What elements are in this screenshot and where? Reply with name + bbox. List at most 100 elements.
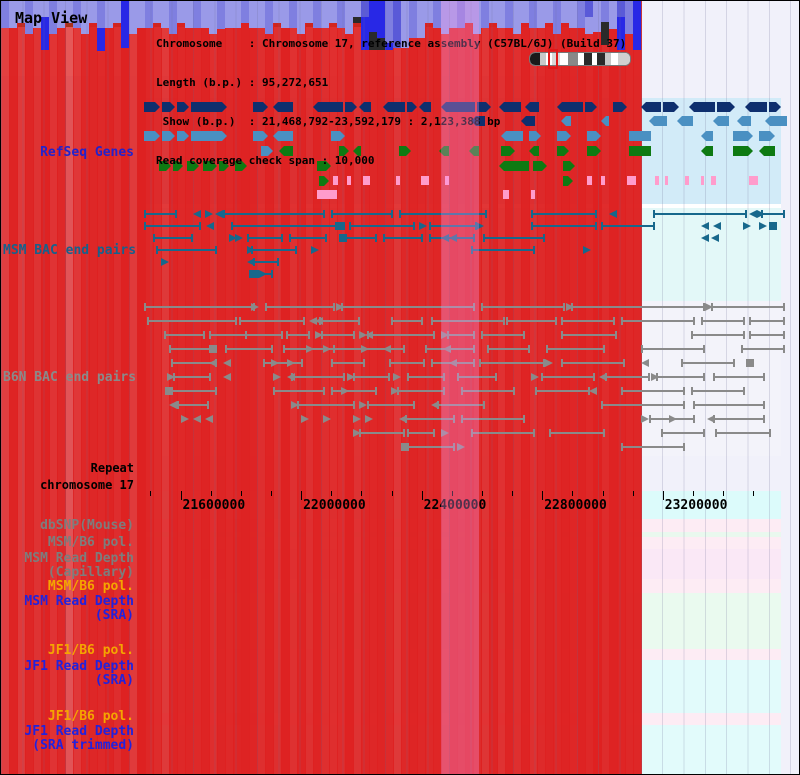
- gene-glyph[interactable]: [585, 102, 597, 112]
- b6n-bac-pair[interactable]: [297, 401, 355, 409]
- b6n-bac-pair[interactable]: [691, 331, 745, 339]
- msm-bac-end-marker[interactable]: [476, 222, 484, 230]
- gene-glyph[interactable]: [317, 161, 331, 171]
- gene-glyph[interactable]: [563, 161, 575, 171]
- b6n-bac-pair[interactable]: [749, 331, 785, 339]
- b6n-bac-pair[interactable]: [391, 317, 423, 325]
- gene-glyph[interactable]: [162, 102, 175, 112]
- gene-glyph[interactable]: [665, 176, 668, 185]
- gene-glyph[interactable]: [191, 102, 227, 112]
- b6n-bac-end-marker[interactable]: [347, 373, 355, 381]
- gene-glyph[interactable]: [319, 176, 329, 186]
- msm-bac-pair[interactable]: [289, 234, 327, 242]
- msm-bac-pair[interactable]: [223, 210, 325, 218]
- gene-glyph[interactable]: [273, 102, 293, 112]
- b6n-bac-pair[interactable]: [144, 303, 255, 311]
- b6n-bac-pair[interactable]: [691, 387, 745, 395]
- b6n-bac-pair[interactable]: [265, 303, 335, 311]
- b6n-bac-end-marker[interactable]: [165, 387, 173, 395]
- b6n-bac-pair[interactable]: [331, 387, 377, 395]
- gene-glyph[interactable]: [663, 102, 679, 112]
- b6n-bac-pair[interactable]: [481, 303, 565, 311]
- gene-glyph[interactable]: [501, 146, 515, 156]
- gene-glyph[interactable]: [173, 161, 183, 171]
- gene-glyph[interactable]: [317, 190, 337, 199]
- b6n-bac-end-marker[interactable]: [669, 415, 677, 423]
- b6n-bac-end-marker[interactable]: [287, 359, 295, 367]
- gene-glyph[interactable]: [144, 131, 160, 141]
- msm-bac-end-marker[interactable]: [161, 258, 169, 266]
- gene-glyph[interactable]: [177, 131, 189, 141]
- gene-glyph[interactable]: [765, 116, 787, 126]
- b6n-bac-end-marker[interactable]: [443, 345, 451, 353]
- b6n-bac-pair[interactable]: [147, 317, 237, 325]
- b6n-bac-end-marker[interactable]: [309, 317, 317, 325]
- b6n-bac-end-marker[interactable]: [531, 373, 539, 381]
- gene-glyph[interactable]: [601, 176, 605, 185]
- gene-glyph[interactable]: [717, 102, 735, 112]
- b6n-bac-end-marker[interactable]: [167, 373, 175, 381]
- gene-glyph[interactable]: [399, 146, 411, 156]
- gene-glyph[interactable]: [759, 131, 775, 141]
- gene-glyph[interactable]: [733, 131, 753, 141]
- gene-glyph[interactable]: [471, 116, 485, 126]
- gene-glyph[interactable]: [649, 116, 667, 126]
- b6n-bac-end-marker[interactable]: [391, 387, 399, 395]
- b6n-bac-pair[interactable]: [405, 415, 455, 423]
- gene-glyph[interactable]: [711, 176, 716, 185]
- b6n-bac-pair[interactable]: [621, 317, 695, 325]
- gene-glyph[interactable]: [655, 176, 659, 185]
- b6n-bac-pair[interactable]: [173, 373, 211, 381]
- gene-glyph[interactable]: [261, 146, 273, 156]
- b6n-bac-pair[interactable]: [263, 359, 303, 367]
- gene-glyph[interactable]: [219, 161, 229, 171]
- b6n-bac-end-marker[interactable]: [251, 303, 259, 311]
- gene-glyph[interactable]: [407, 102, 417, 112]
- gene-glyph[interactable]: [345, 102, 357, 112]
- b6n-bac-pair[interactable]: [457, 373, 497, 381]
- msm-bac-pair[interactable]: [531, 222, 597, 230]
- gene-glyph[interactable]: [587, 131, 601, 141]
- msm-bac-pair[interactable]: [383, 234, 423, 242]
- b6n-bac-end-marker[interactable]: [651, 373, 659, 381]
- gene-glyph[interactable]: [191, 131, 227, 141]
- b6n-bac-pair[interactable]: [713, 373, 765, 381]
- gene-glyph[interactable]: [713, 116, 729, 126]
- b6n-bac-pair[interactable]: [239, 317, 305, 325]
- b6n-bac-end-marker[interactable]: [383, 345, 391, 353]
- b6n-bac-end-marker[interactable]: [169, 401, 177, 409]
- gene-glyph[interactable]: [613, 102, 627, 112]
- b6n-bac-pair[interactable]: [245, 331, 283, 339]
- b6n-bac-end-marker[interactable]: [181, 415, 189, 423]
- b6n-bac-pair[interactable]: [571, 303, 705, 311]
- b6n-bac-pair[interactable]: [225, 345, 273, 353]
- msm-bac-pair[interactable]: [349, 222, 415, 230]
- b6n-bac-pair[interactable]: [431, 317, 505, 325]
- gene-glyph[interactable]: [279, 146, 293, 156]
- msm-bac-pair[interactable]: [331, 210, 393, 218]
- msm-bac-end-marker[interactable]: [247, 246, 255, 254]
- b6n-bac-pair[interactable]: [641, 345, 705, 353]
- msm-bac-end-marker[interactable]: [757, 210, 765, 218]
- b6n-bac-pair[interactable]: [209, 331, 247, 339]
- b6n-bac-pair[interactable]: [447, 331, 475, 339]
- msm-bac-pair[interactable]: [531, 210, 597, 218]
- gene-glyph[interactable]: [529, 131, 541, 141]
- b6n-bac-end-marker[interactable]: [441, 331, 449, 339]
- gene-glyph[interactable]: [601, 116, 609, 126]
- msm-bac-pair[interactable]: [153, 234, 193, 242]
- b6n-bac-end-marker[interactable]: [315, 317, 323, 325]
- gene-glyph[interactable]: [677, 116, 693, 126]
- gene-glyph[interactable]: [525, 102, 539, 112]
- b6n-bac-pair[interactable]: [291, 373, 345, 381]
- gene-glyph[interactable]: [469, 146, 479, 156]
- b6n-bac-pair[interactable]: [561, 331, 617, 339]
- gene-glyph[interactable]: [627, 176, 636, 185]
- gene-glyph[interactable]: [439, 146, 449, 156]
- b6n-bac-end-marker[interactable]: [359, 401, 367, 409]
- b6n-bac-pair[interactable]: [715, 429, 771, 437]
- b6n-bac-pair[interactable]: [535, 387, 590, 395]
- msm-bac-end-marker[interactable]: [769, 222, 777, 230]
- b6n-bac-end-marker[interactable]: [306, 345, 314, 353]
- b6n-bac-pair[interactable]: [461, 387, 515, 395]
